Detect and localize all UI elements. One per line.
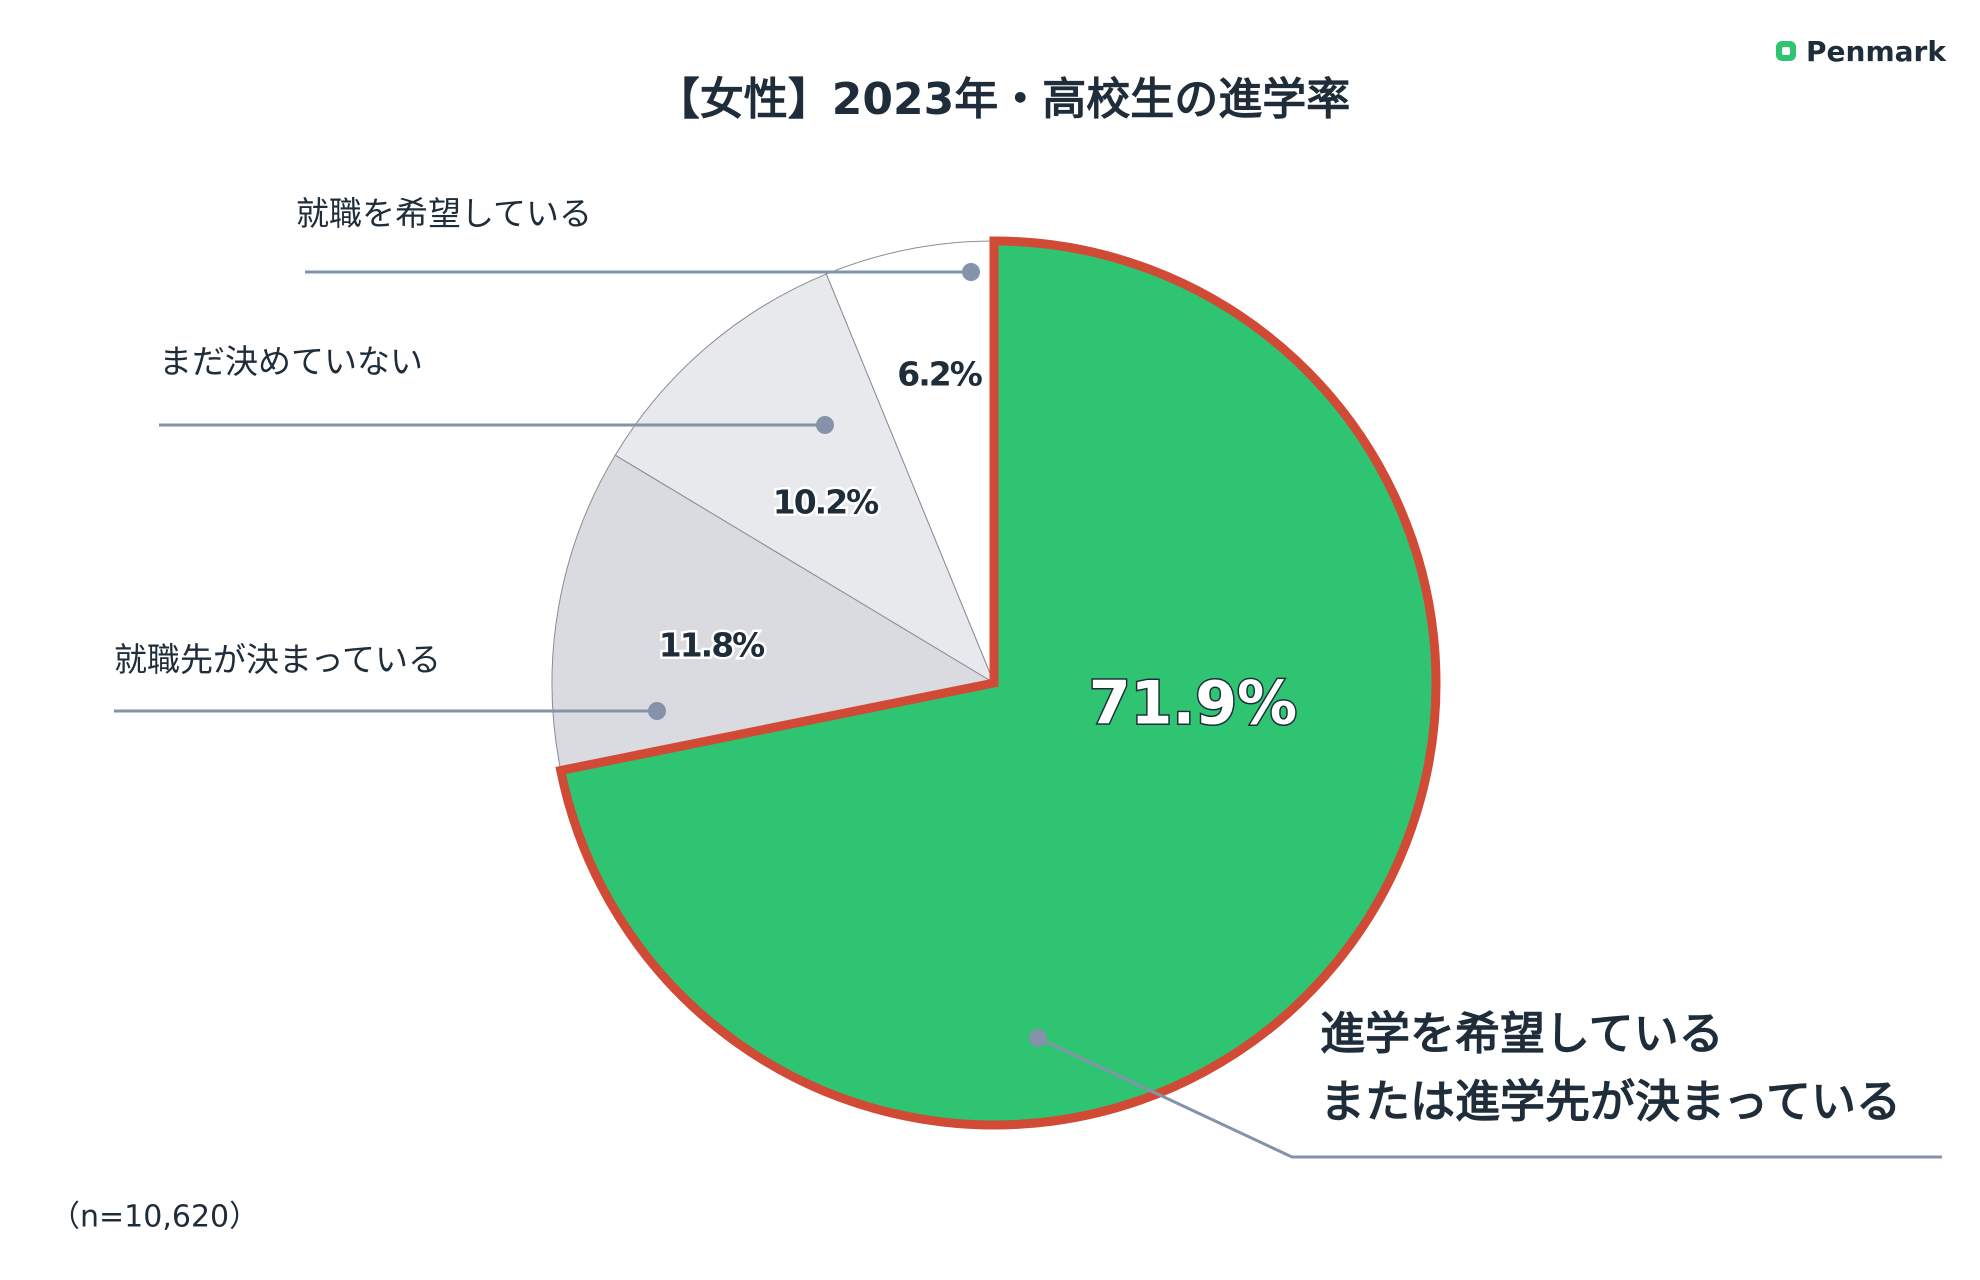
sample-note: （n=10,620） bbox=[50, 1200, 259, 1235]
leader-line bbox=[1037, 1036, 1942, 1159]
category-label: 就職を希望している bbox=[296, 194, 593, 233]
logo-text: Penmark bbox=[1806, 35, 1947, 68]
value-label: 11.8% bbox=[659, 626, 765, 665]
value-label: 10.2% bbox=[773, 483, 879, 522]
pie-slice bbox=[614, 273, 996, 685]
leader-dot bbox=[648, 702, 666, 720]
pie-slice bbox=[551, 454, 996, 772]
leader-dot bbox=[962, 263, 980, 281]
category-label: 進学を希望している または進学先が決まっている bbox=[1320, 1007, 1901, 1128]
leader-dot bbox=[1029, 1029, 1047, 1047]
chart-title: 【女性】2023年・高校生の進学率 bbox=[656, 74, 1350, 125]
category-label: まだ決めていない bbox=[159, 342, 423, 381]
pie-slice bbox=[555, 236, 1441, 1130]
leader-dot bbox=[816, 416, 834, 434]
category-label: 就職先が決まっている bbox=[114, 640, 442, 679]
value-label: 71.9% bbox=[1089, 669, 1297, 739]
logo-icon-inner bbox=[1782, 47, 1790, 55]
value-label: 6.2% bbox=[897, 355, 982, 394]
logo: Penmark bbox=[1776, 35, 1947, 68]
